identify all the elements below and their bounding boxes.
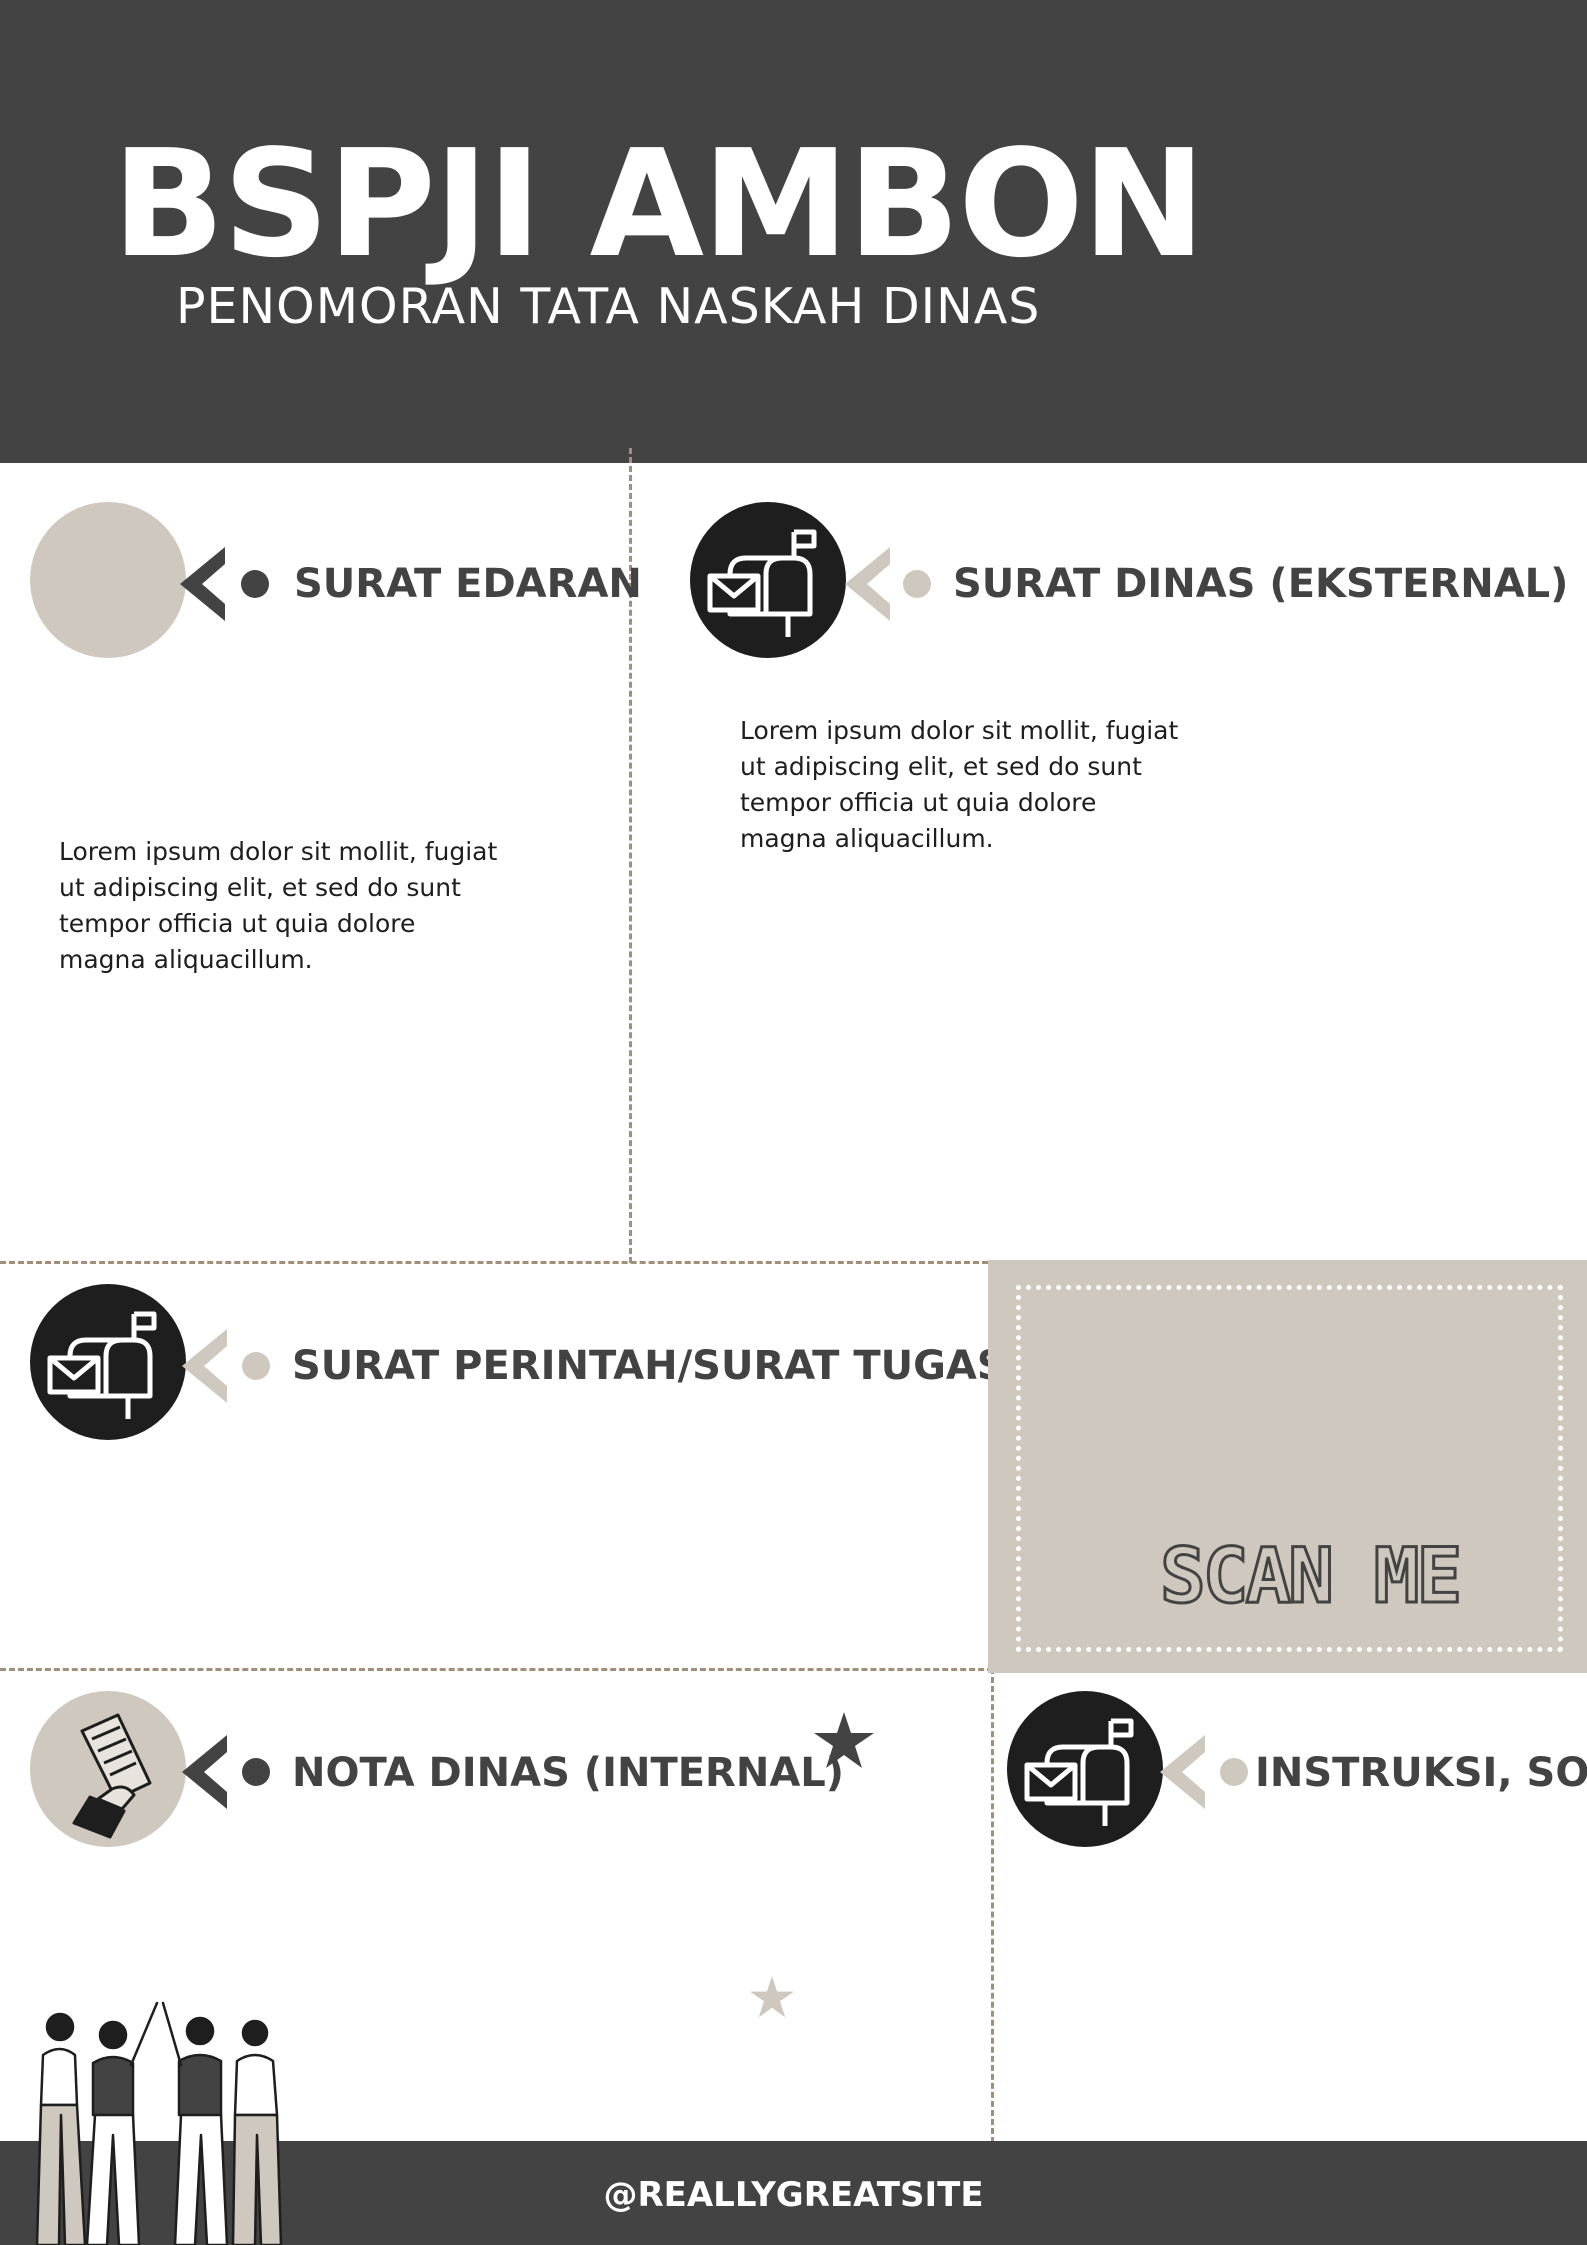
arrow-pointer-icon xyxy=(182,1326,272,1406)
page-title: BSPJI AMBON xyxy=(112,118,1206,290)
star-icon xyxy=(750,1976,794,2018)
arrow-pointer-icon xyxy=(180,544,270,624)
divider-vertical-bottom xyxy=(991,1668,994,2143)
star-icon xyxy=(814,1712,874,1768)
divider-horizontal-middle xyxy=(0,1261,988,1264)
blank-circle-icon xyxy=(30,502,186,658)
mailbox-icon xyxy=(30,1284,186,1440)
page-subtitle: PENOMORAN TATA NASKAH DINAS xyxy=(176,278,1041,335)
footer-handle: @REALLYGREATSITE xyxy=(603,2175,984,2215)
people-high-five-illustration xyxy=(35,2001,283,2245)
arrow-pointer-icon xyxy=(182,1732,272,1812)
section-title-nota-dinas: NOTA DINAS (INTERNAL) xyxy=(292,1750,845,1796)
divider-vertical-top xyxy=(629,448,632,1263)
hand-document-icon xyxy=(30,1691,186,1847)
arrow-pointer-icon xyxy=(1160,1732,1250,1812)
qr-placeholder-frame xyxy=(1016,1285,1563,1652)
header-banner xyxy=(0,0,1587,463)
scan-me-label: SCAN ME xyxy=(1159,1531,1464,1620)
section-title-surat-edaran: SURAT EDARAN xyxy=(294,561,642,607)
mailbox-icon xyxy=(690,502,846,658)
arrow-pointer-icon xyxy=(845,544,935,624)
qr-scan-box xyxy=(988,1260,1587,1673)
divider-horizontal-lower xyxy=(0,1668,1020,1671)
section-title-instruksi: INSTRUKSI, SOP xyxy=(1255,1750,1587,1796)
section-title-surat-dinas: SURAT DINAS (EKSTERNAL) xyxy=(953,561,1569,607)
section-title-surat-perintah: SURAT PERINTAH/SURAT TUGAS xyxy=(292,1343,1006,1389)
section-text-surat-dinas: Lorem ipsum dolor sit mollit, fugiat ut … xyxy=(740,716,1179,853)
mailbox-icon xyxy=(1007,1691,1163,1847)
section-text-surat-edaran: Lorem ipsum dolor sit mollit, fugiat ut … xyxy=(59,837,498,974)
